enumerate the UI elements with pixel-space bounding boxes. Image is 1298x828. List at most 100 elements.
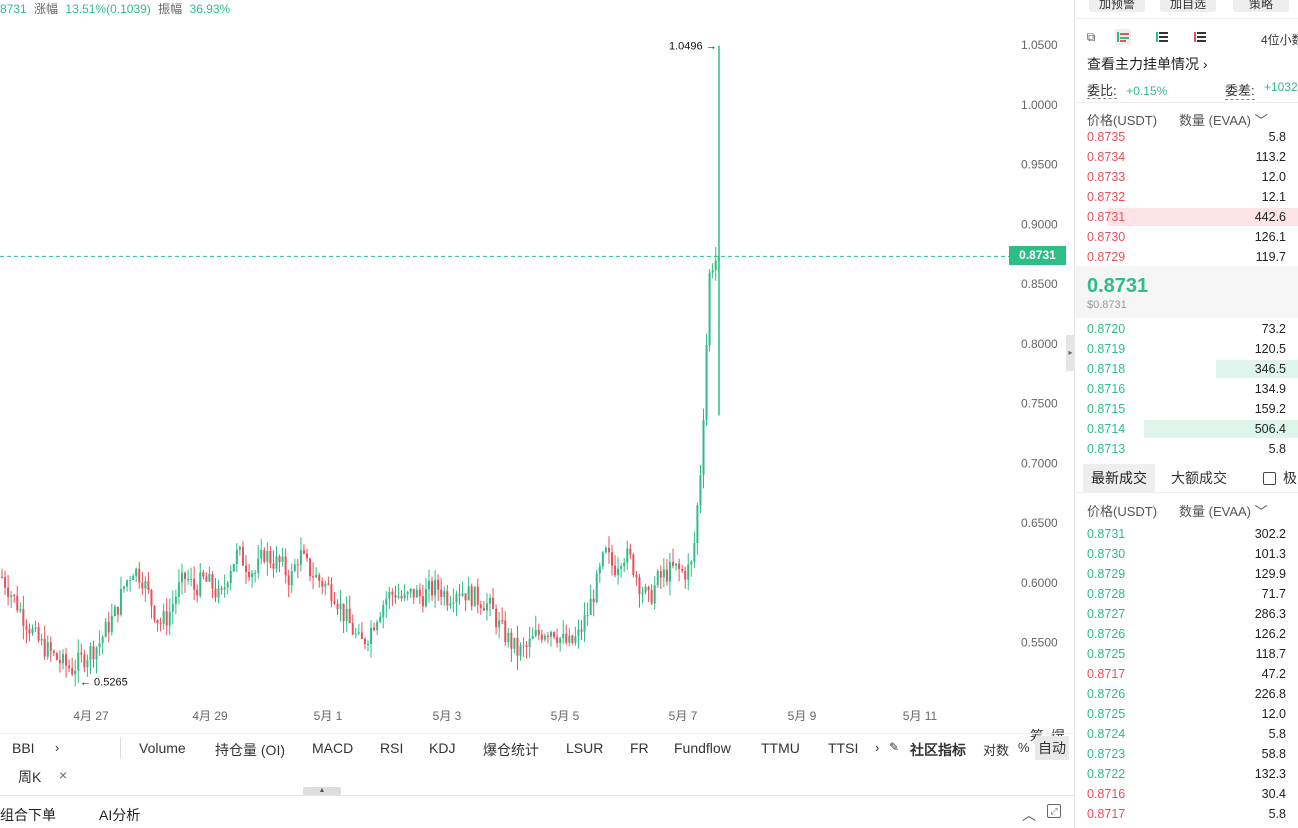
tab-latest-trades[interactable]: 最新成交	[1083, 464, 1155, 492]
candle-body	[37, 627, 40, 641]
indicator-rsi[interactable]: RSI	[380, 740, 404, 756]
trade-row[interactable]: 0.8730 101.3	[1075, 544, 1298, 564]
close-icon[interactable]: ×	[59, 767, 68, 783]
row-qty: 12.0	[1261, 170, 1286, 184]
bid-row[interactable]: 0.8713 5.8	[1075, 439, 1298, 459]
indicator-fundflow[interactable]: Fundflow	[674, 740, 731, 756]
candle-body	[562, 633, 565, 639]
add-alert-button[interactable]: 加预警	[1089, 0, 1145, 12]
depth-bar	[1144, 420, 1298, 438]
row-price: 0.8727	[1087, 607, 1126, 621]
expand-icon[interactable]: ⤢	[1047, 804, 1061, 818]
candle-body	[501, 620, 504, 622]
trade-row[interactable]: 0.8723 58.8	[1075, 744, 1298, 764]
indicator-oi[interactable]: 持仓量 (OI)	[215, 742, 285, 758]
trade-row[interactable]: 0.8725 118.7	[1075, 644, 1298, 664]
book-asks-icon[interactable]	[1192, 29, 1208, 45]
candle-body	[71, 668, 74, 675]
trade-row[interactable]: 0.8716 30.4	[1075, 784, 1298, 804]
candle-body	[217, 588, 220, 598]
candle-body	[119, 588, 122, 615]
bid-row[interactable]: 0.8715 159.2	[1075, 399, 1298, 419]
col-qty-header[interactable]: 数量 (EVAA) ﹀	[1179, 113, 1268, 128]
indicator-fr[interactable]: FR	[630, 740, 649, 756]
row-price: 0.8718	[1087, 362, 1126, 376]
indicator-ttsi[interactable]: TTSI	[828, 740, 859, 756]
trade-row[interactable]: 0.8717 5.8	[1075, 804, 1298, 824]
bid-row[interactable]: 0.8719 120.5	[1075, 339, 1298, 359]
trade-row[interactable]: 0.8728 71.7	[1075, 584, 1298, 604]
collapse-handle[interactable]: ▲	[303, 787, 341, 795]
strategy-button[interactable]: 策略	[1233, 0, 1289, 12]
row-qty: 442.6	[1254, 210, 1286, 224]
candle-body	[80, 652, 83, 655]
candle-body	[315, 574, 318, 578]
trade-row[interactable]: 0.8725 12.0	[1075, 704, 1298, 724]
decimals-select[interactable]: 4位小数	[1261, 33, 1298, 47]
chart-canvas[interactable]: 1.0500 1.0000 0.9500 0.9000 0.8500 0.8000 0.75…	[0, 16, 1068, 728]
candle-body	[13, 595, 16, 597]
candle-body	[577, 629, 580, 637]
bid-row[interactable]: 0.8716 134.9	[1075, 379, 1298, 399]
indicator-ttmu[interactable]: TTMU	[761, 740, 800, 756]
candle-body	[604, 547, 607, 553]
checkbox-icon[interactable]	[1263, 472, 1276, 485]
add-watchlist-button[interactable]: 加自选	[1160, 0, 1216, 12]
tab-large-trades[interactable]: 大额成交	[1171, 470, 1227, 486]
indicator-volume[interactable]: Volume	[139, 740, 186, 756]
candle-body	[266, 551, 269, 562]
extreme-checkbox[interactable]: 极	[1263, 468, 1297, 488]
ask-row[interactable]: 0.8729 119.7	[1075, 247, 1298, 267]
row-price: 0.8729	[1087, 250, 1126, 264]
candle-body	[348, 608, 351, 624]
bid-row[interactable]: 0.8718 346.5	[1075, 359, 1298, 379]
tab-combo-order[interactable]: 组合下单	[0, 807, 56, 823]
candlestick-chart[interactable]: 1.0500 1.0000 0.9500 0.9000 0.8500 0.8000 0.75…	[0, 16, 1068, 744]
percent-scale-toggle[interactable]: %	[1018, 740, 1030, 755]
log-scale-toggle[interactable]: 对数	[983, 743, 1010, 758]
row-price: 0.8728	[1087, 587, 1126, 601]
community-indicators[interactable]: 社区指标	[910, 742, 966, 758]
indicator-lsur[interactable]: LSUR	[566, 740, 604, 756]
trade-row[interactable]: 0.8729 129.9	[1075, 564, 1298, 584]
trade-row[interactable]: 0.8726 226.8	[1075, 684, 1298, 704]
trades-col-qty-header[interactable]: 数量 (EVAA) ﹀	[1179, 504, 1268, 519]
period-label[interactable]: 周K	[18, 769, 42, 785]
trade-row[interactable]: 0.8727 286.3	[1075, 604, 1298, 624]
edit-icon[interactable]: ✎	[889, 740, 900, 754]
trade-row[interactable]: 0.8731 302.2	[1075, 524, 1298, 544]
book-both-icon[interactable]	[1115, 29, 1131, 45]
indicator-macd[interactable]: MACD	[312, 740, 354, 756]
ask-row[interactable]: 0.8735 5.8	[1075, 127, 1298, 147]
ask-row[interactable]: 0.8734 113.2	[1075, 147, 1298, 167]
indicator-kdj[interactable]: KDJ	[429, 740, 456, 756]
candle-body	[467, 586, 470, 601]
chevron-up-icon[interactable]: ︿	[1022, 807, 1036, 823]
main-orders-link[interactable]: 查看主力挂单情况 ›	[1087, 56, 1208, 72]
ask-row[interactable]: 0.8730 126.1	[1075, 227, 1298, 247]
row-price: 0.8732	[1087, 190, 1126, 204]
candle-body	[595, 573, 598, 603]
ask-row[interactable]: 0.8732 12.1	[1075, 187, 1298, 207]
chevron-right-icon[interactable]: ›	[875, 740, 880, 755]
candle-body	[196, 589, 199, 596]
trade-row[interactable]: 0.8724 5.8	[1075, 724, 1298, 744]
trade-row[interactable]: 0.8717 47.2	[1075, 664, 1298, 684]
chevron-right-icon[interactable]: ›	[55, 740, 60, 755]
candle-body	[40, 638, 43, 641]
indicator-bbi[interactable]: BBI	[12, 740, 35, 756]
trade-row[interactable]: 0.8726 126.2	[1075, 624, 1298, 644]
ask-row[interactable]: 0.8733 12.0	[1075, 167, 1298, 187]
tab-ai-analysis[interactable]: AI分析	[99, 807, 141, 823]
ask-row[interactable]: 0.8731 442.6	[1075, 207, 1298, 227]
candle-body	[614, 565, 617, 575]
side-panel-toggle[interactable]: ▸	[1066, 335, 1075, 371]
indicator-liquidation-stats[interactable]: 爆仓统计	[483, 742, 539, 758]
popout-icon[interactable]: ⧉	[1086, 30, 1096, 44]
trade-row[interactable]: 0.8722 132.3	[1075, 764, 1298, 784]
bid-row[interactable]: 0.8714 506.4	[1075, 419, 1298, 439]
bid-row[interactable]: 0.8720 73.2	[1075, 319, 1298, 339]
y-tick-label: 1.0000	[1021, 98, 1058, 112]
auto-scale-button[interactable]: 自动	[1035, 736, 1069, 760]
book-bids-icon[interactable]	[1154, 29, 1170, 45]
